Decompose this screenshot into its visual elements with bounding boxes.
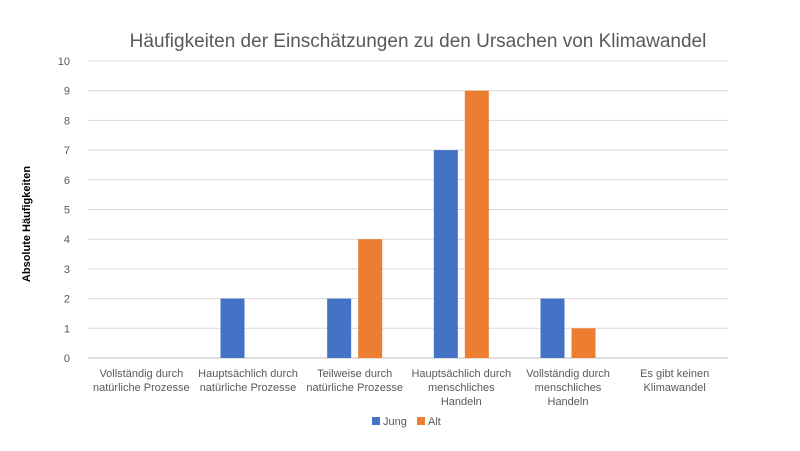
- x-tick-label-line: Vollständig durch: [99, 368, 183, 380]
- x-tick-label-line: Klimawandel: [643, 382, 705, 394]
- x-tick-label: Hauptsächlich durch menschliches Handeln: [411, 368, 511, 408]
- y-tick-label: 0: [64, 353, 70, 365]
- legend-label-alt: Alt: [428, 416, 441, 428]
- x-tick-label: Teilweise durch natürliche Prozesse: [306, 368, 403, 394]
- x-tick-label: Vollständig durch menschliches Handeln: [526, 368, 610, 408]
- y-tick-label: 2: [64, 294, 70, 306]
- x-tick-label-line: natürliche Prozesse: [306, 382, 403, 394]
- bar-jung-4: [540, 298, 565, 358]
- y-tick-label: 5: [64, 205, 70, 217]
- x-tick-label: Vollständig durch natürliche Prozesse: [93, 368, 190, 394]
- y-tick-labels: 0 1 2 3 4 5 6 7 8 9 10: [58, 56, 70, 365]
- x-tick-label-line: Hauptsächlich durch: [198, 368, 298, 380]
- y-tick-label: 1: [64, 323, 70, 335]
- y-tick-label: 8: [64, 115, 70, 127]
- gridlines: [88, 60, 728, 359]
- bar-alt-2: [358, 239, 383, 358]
- x-tick-label-line: Es gibt keinen: [640, 368, 709, 380]
- y-axis-label: Absolute Häufigkeiten: [21, 166, 33, 282]
- legend-swatch-jung: [372, 417, 380, 425]
- x-tick-label-line: menschliches: [428, 382, 495, 394]
- bar-alt-4: [571, 328, 596, 358]
- legend-swatch-alt: [417, 417, 425, 425]
- bar-alt-3: [464, 90, 489, 358]
- chart-title: Häufigkeiten der Einschätzungen zu den U…: [130, 31, 707, 52]
- y-tick-label: 3: [64, 264, 70, 276]
- x-tick-label-line: Handeln: [441, 396, 482, 408]
- y-tick-label: 6: [64, 175, 70, 187]
- bars: [220, 90, 596, 358]
- x-tick-label-line: natürliche Prozesse: [93, 382, 190, 394]
- x-tick-label-line: Handeln: [548, 396, 589, 408]
- x-tick-label: Hauptsächlich durch natürliche Prozesse: [198, 368, 298, 394]
- x-tick-label: Es gibt keinen Klimawandel: [640, 368, 709, 394]
- x-tick-label-line: Vollständig durch: [526, 368, 610, 380]
- x-tick-label-line: menschliches: [535, 382, 602, 394]
- y-tick-label: 4: [64, 234, 70, 246]
- legend: Jung Alt: [372, 416, 441, 428]
- y-tick-label: 7: [64, 145, 70, 157]
- x-tick-label-line: natürliche Prozesse: [200, 382, 297, 394]
- category-labels: Vollständig durch natürliche ProzesseHaup…: [93, 368, 709, 408]
- bar-jung-1: [220, 298, 245, 358]
- bar-jung-2: [327, 298, 352, 358]
- y-tick-label: 10: [58, 56, 70, 68]
- x-tick-label-line: Teilweise durch: [317, 368, 392, 380]
- bar-jung-3: [433, 150, 458, 358]
- x-tick-label-line: Hauptsächlich durch: [411, 368, 511, 380]
- y-tick-label: 9: [64, 86, 70, 98]
- legend-label-jung: Jung: [383, 416, 407, 428]
